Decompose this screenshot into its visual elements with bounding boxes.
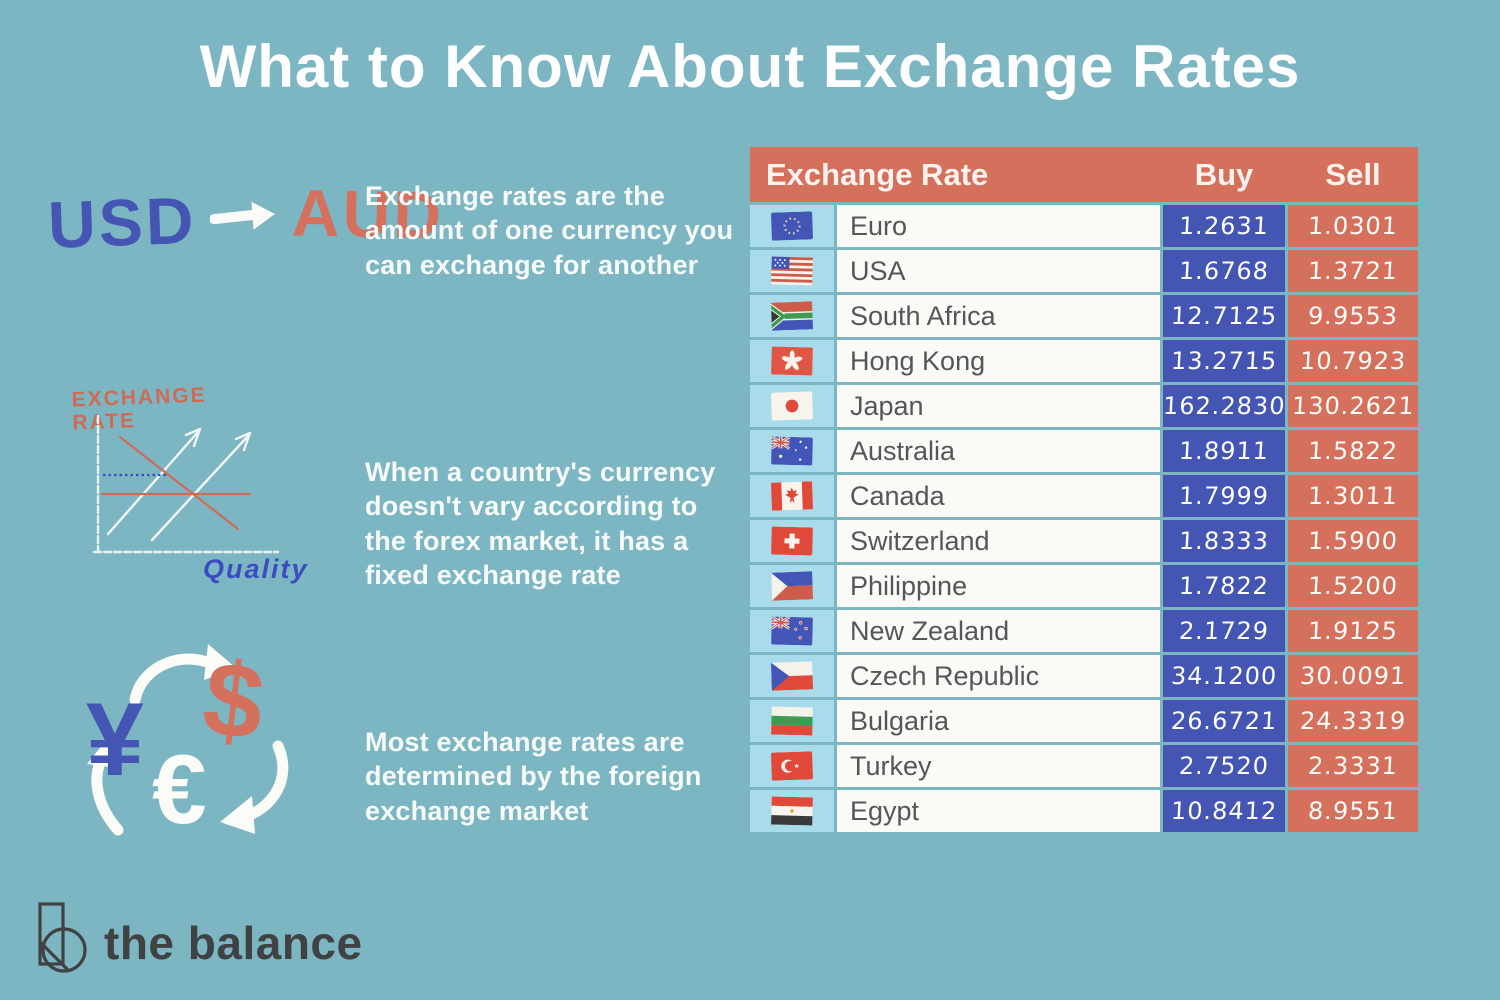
country-label: Philippine [837, 565, 1160, 607]
cycle-arrows-icon [87, 644, 289, 836]
the-balance-logo: the balance [36, 900, 363, 985]
table-row: Egypt 10.8412 8.9551 [750, 790, 1418, 832]
sell-rate: 130.2621 [1291, 392, 1415, 420]
sell-rate: 1.0301 [1307, 212, 1399, 240]
country-label: Australia [837, 430, 1160, 472]
table-row: Bulgaria 26.6721 24.3319 [750, 700, 1418, 742]
flag-turkey-icon [750, 745, 834, 787]
table-row: Czech Republic 34.1200 30.0091 [750, 655, 1418, 697]
table-row: Euro 1.2631 1.0301 [750, 205, 1418, 247]
graph-x-axis-label: Quality [203, 554, 309, 584]
buy-rate: 1.2631 [1178, 212, 1270, 240]
country-label: South Africa [837, 295, 1160, 337]
country-label: Bulgaria [837, 700, 1160, 742]
buy-rate: 1.8333 [1178, 527, 1270, 555]
sell-rate: 8.9551 [1307, 797, 1399, 825]
table-body: Euro 1.2631 1.0301 USA 1.6768 1.3721 Sou… [750, 205, 1418, 832]
exchange-rates-table: Exchange Rate Buy Sell Euro 1.2631 1.030… [750, 147, 1418, 832]
page-title: What to Know About Exchange Rates [199, 33, 1301, 100]
buy-rate: 162.2830 [1162, 392, 1286, 420]
flag-switzerland-icon [750, 520, 834, 562]
country-label: Switzerland [837, 520, 1160, 562]
sell-rate: 1.5200 [1307, 572, 1399, 600]
right-arrow-icon [209, 193, 280, 242]
buy-rate: 10.8412 [1170, 797, 1278, 825]
euro-symbol: € [152, 734, 207, 844]
flag-czech-republic-icon [750, 655, 834, 697]
country-label: Japan [837, 385, 1160, 427]
usd-label: USD [46, 182, 198, 262]
table-row: New Zealand 2.1729 1.9125 [750, 610, 1418, 652]
country-label: Hong Kong [837, 340, 1160, 382]
sell-rate: 10.7923 [1299, 347, 1407, 375]
header-exchange-rate: Exchange Rate [766, 156, 989, 192]
country-label: Egypt [837, 790, 1160, 832]
header-sell: Sell [1325, 156, 1381, 192]
sell-rate: 24.3319 [1299, 707, 1407, 735]
sell-rate: 1.5900 [1307, 527, 1399, 555]
supply-demand-chart-icon [92, 414, 280, 554]
table-row: Turkey 2.7520 2.3331 [750, 745, 1418, 787]
yen-symbol: ¥ [86, 682, 144, 798]
flag-new-zealand-icon [750, 610, 834, 652]
buy-rate: 1.8911 [1178, 437, 1270, 465]
flag-bulgaria-icon [750, 700, 834, 742]
fact-text-forex-market: Most exchange rates are determined by th… [365, 727, 702, 826]
buy-rate: 1.7822 [1178, 572, 1270, 600]
fixed-rate-graph-illustration: Exchange Rate Quality [58, 382, 328, 597]
buy-rate: 1.7999 [1178, 482, 1270, 510]
sell-rate: 1.3721 [1307, 257, 1399, 285]
flag-egypt-icon [750, 790, 834, 832]
buy-rate: 34.1200 [1170, 662, 1278, 690]
country-label: Czech Republic [837, 655, 1160, 697]
fact-text-exchange-definition: Exchange rates are the amount of one cur… [365, 181, 734, 280]
flag-philippines-icon [750, 565, 834, 607]
country-label: Turkey [837, 745, 1160, 787]
sell-rate: 9.9553 [1307, 302, 1399, 330]
table-row: Canada 1.7999 1.3011 [750, 475, 1418, 517]
buy-rate: 12.7125 [1170, 302, 1278, 330]
flag-south-africa-icon [750, 295, 834, 337]
country-label: USA [837, 250, 1160, 292]
table-header: Exchange Rate Buy Sell [750, 147, 1418, 202]
flag-european-union-icon [750, 205, 834, 247]
sell-rate: 2.3331 [1307, 752, 1399, 780]
brand-name: the balance [104, 916, 363, 969]
flag-australia-icon [750, 430, 834, 472]
flag-usa-icon [750, 250, 834, 292]
table-row: Japan 162.2830 130.2621 [750, 385, 1418, 427]
flag-canada-icon [750, 475, 834, 517]
fact-text-fixed-rate: When a country's currency doesn't vary a… [365, 457, 716, 590]
sell-rate: 1.9125 [1307, 617, 1399, 645]
buy-rate: 13.2715 [1170, 347, 1278, 375]
country-label: New Zealand [837, 610, 1160, 652]
table-row: USA 1.6768 1.3721 [750, 250, 1418, 292]
table-row: Hong Kong 13.2715 10.7923 [750, 340, 1418, 382]
usd-to-aud-illustration: USD AUD [47, 173, 446, 263]
flag-hong-kong-icon [750, 340, 834, 382]
country-label: Euro [837, 205, 1160, 247]
flag-japan-icon [750, 385, 834, 427]
sell-rate: 1.3011 [1307, 482, 1399, 510]
table-row: Australia 1.8911 1.5822 [750, 430, 1418, 472]
buy-rate: 1.6768 [1178, 257, 1270, 285]
currency-cycle-illustration: ¥ $ € [80, 636, 325, 851]
buy-rate: 26.6721 [1170, 707, 1278, 735]
country-label: Canada [837, 475, 1160, 517]
buy-rate: 2.1729 [1178, 617, 1270, 645]
table-row: South Africa 12.7125 9.9553 [750, 295, 1418, 337]
table-row: Switzerland 1.8333 1.5900 [750, 520, 1418, 562]
table-row: Philippine 1.7822 1.5200 [750, 565, 1418, 607]
header-buy: Buy [1194, 156, 1254, 192]
sell-rate: 1.5822 [1307, 437, 1399, 465]
buy-rate: 2.7520 [1178, 752, 1270, 780]
sell-rate: 30.0091 [1299, 662, 1407, 690]
balance-logomark-icon [36, 900, 90, 985]
